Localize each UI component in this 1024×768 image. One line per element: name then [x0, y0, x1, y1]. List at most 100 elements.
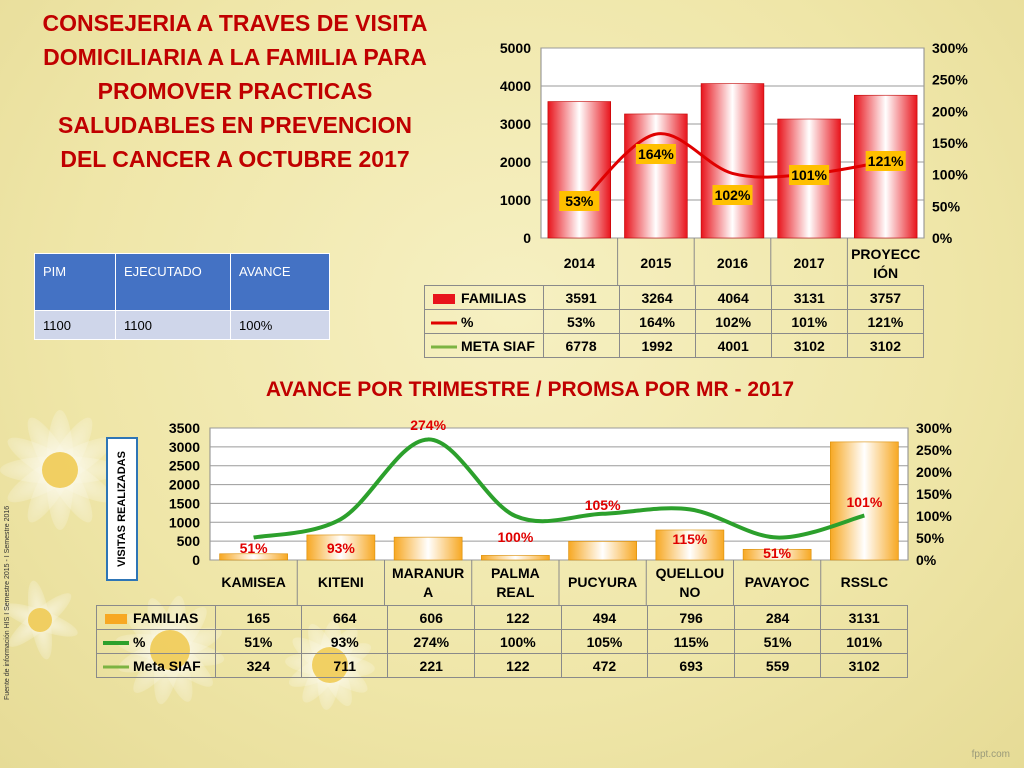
data-table-cell: 711 [301, 653, 389, 678]
percent-label: 53% [565, 193, 594, 209]
legend-key [431, 345, 457, 349]
percent-label-box [712, 185, 753, 205]
y-tick-label: 2000 [169, 477, 200, 493]
y-tick-label: 1000 [169, 514, 200, 530]
data-table-cell: 105% [560, 629, 649, 654]
y2-tick-label: 300% [916, 420, 952, 436]
category-label: PUCYURA [568, 574, 637, 590]
legend-cell: META SIAF [424, 333, 544, 358]
legend-label: FAMILIAS [461, 289, 527, 306]
legend-cell: % [96, 629, 216, 654]
data-table-cell: 122 [474, 605, 562, 630]
category-label: KAMISEA [221, 574, 286, 590]
bar-maranura [393, 536, 463, 561]
legend-key [105, 613, 127, 624]
y2-tick-label: 250% [932, 72, 968, 88]
data-table-cell: 796 [647, 605, 735, 630]
watermark: fppt.com [971, 749, 1010, 760]
bar-kamisea [219, 553, 288, 561]
data-table-row: META SIAF 6778 1992 4001 3102 3102 [424, 333, 925, 358]
data-table-cell: 3264 [618, 285, 696, 310]
chart2-data-table: FAMILIAS 165 664 606 122 494 796 284 3131% 51% 93%… [96, 605, 908, 678]
percent-label: 51% [240, 540, 269, 556]
bar-pucyura [568, 541, 637, 561]
source-note: Fuente de información HIS I Semestre 201… [4, 505, 11, 700]
data-table-cell: 3102 [770, 333, 848, 358]
category-label: RSSLC [841, 574, 888, 590]
data-table-cell: 559 [733, 653, 822, 678]
legend-key [433, 293, 455, 304]
percent-label: 164% [638, 146, 674, 162]
pim-header: PIM [34, 253, 116, 311]
y-tick-label: 3000 [169, 439, 200, 455]
y-tick-label: 1500 [169, 495, 200, 511]
percent-label-box [789, 165, 830, 185]
data-table-cell: 472 [560, 653, 649, 678]
category-label: IÓN [873, 264, 898, 281]
legend-key [103, 640, 129, 645]
legend-label: Meta SIAF [133, 657, 201, 674]
data-table-cell: 3102 [820, 653, 908, 678]
avance-value: 100% [230, 310, 330, 340]
y2-tick-label: 200% [932, 103, 968, 119]
legend-cell: Meta SIAF [96, 653, 216, 678]
data-table-row: Meta SIAF 324 711 221 122 472 693 559 3102 [96, 653, 908, 678]
data-table-cell: 51% [214, 629, 303, 654]
data-table-cell: 4001 [694, 333, 772, 358]
percent-label: 102% [715, 187, 751, 203]
data-table-row: FAMILIAS 3591 3264 4064 3131 3757 [424, 285, 925, 310]
data-table-cell: 122 [474, 653, 562, 678]
legend-label: % [461, 313, 474, 330]
y2-tick-label: 100% [932, 167, 968, 183]
data-table-cell: 3131 [770, 285, 848, 310]
y2-tick-label: 250% [916, 442, 952, 458]
category-label: KITENI [318, 574, 364, 590]
y2-tick-label: 300% [932, 40, 968, 56]
percent-label-box [559, 191, 600, 211]
y-tick-label: 0 [523, 230, 531, 246]
y-tick-label: 500 [177, 533, 201, 549]
data-table-cell: 165 [214, 605, 303, 630]
legend-label: % [133, 633, 146, 650]
category-label: MARANUR [392, 565, 464, 581]
legend-label: META SIAF [461, 337, 535, 354]
y-tick-label: 0 [192, 552, 200, 568]
category-label: 2017 [794, 255, 825, 271]
pim-table: PIM EJECUTADO AVANCE 1100 1100 100% [34, 253, 330, 340]
bar-2014 [547, 101, 612, 239]
percent-label: 105% [585, 497, 621, 513]
chart1-data-table: FAMILIAS 3591 3264 4064 3131 3757% 53% 164% 102%… [424, 285, 925, 358]
legend-label: FAMILIAS [133, 609, 199, 626]
data-table-cell: 6778 [542, 333, 620, 358]
percent-label-box [635, 144, 676, 164]
category-label: QUELLOU [656, 565, 724, 581]
bar-pavayoc [742, 548, 812, 561]
data-table-row: % 51% 93% 274% 100% 105% 115% 51% 101% [96, 629, 908, 654]
data-table-cell: 121% [846, 309, 925, 334]
y-tick-label: 3500 [169, 420, 200, 436]
category-label: REAL [496, 584, 535, 600]
category-label: A [423, 584, 433, 600]
data-table-cell: 101% [820, 629, 908, 654]
data-table-row: FAMILIAS 165 664 606 122 494 796 284 3131 [96, 605, 908, 630]
bar-quellouno [655, 529, 725, 561]
y2-tick-label: 50% [916, 530, 945, 546]
data-table-cell: 664 [301, 605, 389, 630]
y-tick-label: 2000 [500, 154, 531, 170]
category-label: PALMA [491, 565, 540, 581]
data-table-cell: 221 [387, 653, 476, 678]
category-label: 2016 [717, 255, 748, 271]
legend-key [103, 665, 129, 669]
category-label: 2015 [640, 255, 671, 271]
y2-tick-label: 150% [932, 135, 968, 151]
data-table-cell: 693 [647, 653, 735, 678]
y2-tick-label: 0% [932, 230, 953, 246]
y-axis-label-box: VISITAS REALIZADAS [106, 437, 138, 581]
bar-kiteni [306, 534, 376, 561]
pim-value: 1100 [34, 310, 116, 340]
ejecutado-header: EJECUTADO [115, 253, 231, 311]
avance-header: AVANCE [230, 253, 330, 311]
percent-label: 93% [327, 540, 356, 556]
